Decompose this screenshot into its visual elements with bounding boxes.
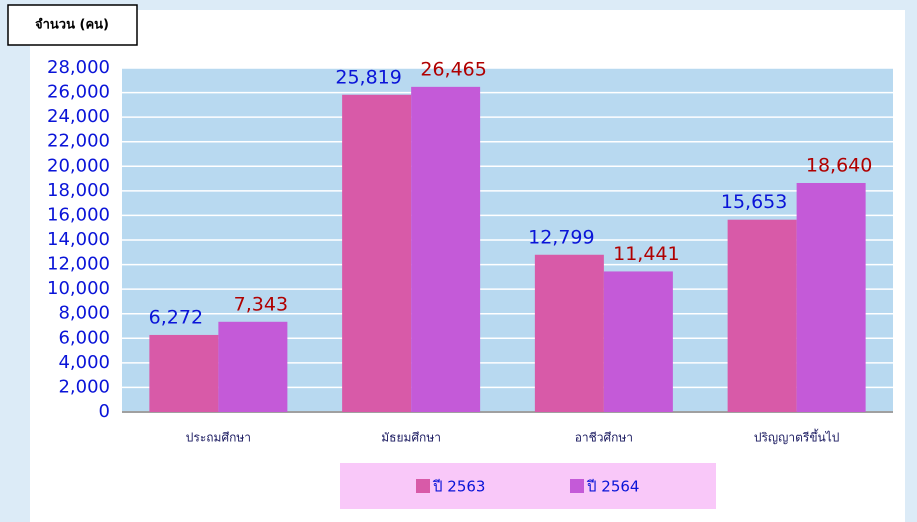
y-tick-label: 0 [99, 401, 110, 422]
y-tick-label: 18,000 [47, 180, 110, 201]
y-tick-label: 6,000 [58, 327, 110, 348]
x-tick-label: ปริญญาตรีขึ้นไป [754, 429, 840, 445]
legend-swatch [570, 479, 584, 493]
y-tick-label: 12,000 [47, 254, 110, 275]
data-label: 11,441 [613, 243, 679, 265]
legend [340, 463, 716, 509]
data-label: 25,819 [335, 66, 401, 88]
y-tick-label: 4,000 [58, 352, 110, 373]
y-label-box [7, 4, 138, 46]
y-tick-label: 14,000 [47, 229, 110, 250]
y-tick-label: 22,000 [47, 131, 110, 152]
data-label: 26,465 [420, 58, 486, 80]
bar [149, 334, 219, 412]
bar [534, 254, 604, 412]
y-axis-label: จำนวน (คน) [35, 17, 109, 33]
legend-label: ปี 2563 [432, 478, 485, 496]
data-label: 6,272 [149, 306, 203, 328]
bar [603, 271, 673, 412]
bar [218, 321, 288, 412]
data-label: 7,343 [234, 293, 288, 315]
bar [342, 94, 412, 413]
data-label: 12,799 [528, 226, 594, 248]
y-tick-label: 10,000 [47, 278, 110, 299]
x-tick-label: มัธยมศึกษา [381, 431, 441, 445]
y-tick-label: 8,000 [58, 303, 110, 324]
bar [411, 86, 481, 412]
y-tick-label: 26,000 [47, 82, 110, 103]
x-tick-label: ประถมศึกษา [186, 431, 251, 445]
bar [796, 182, 866, 412]
legend-swatch [416, 479, 430, 493]
data-label: 15,653 [721, 191, 787, 213]
legend-label: ปี 2564 [586, 478, 639, 496]
y-tick-label: 2,000 [58, 376, 110, 397]
y-tick-label: 24,000 [47, 106, 110, 127]
x-tick-label: อาชีวศึกษา [575, 431, 633, 445]
bar [727, 219, 797, 412]
y-tick-label: 16,000 [47, 204, 110, 225]
y-tick-label: 28,000 [47, 57, 110, 78]
y-tick-label: 20,000 [47, 155, 110, 176]
data-label: 18,640 [806, 154, 872, 176]
